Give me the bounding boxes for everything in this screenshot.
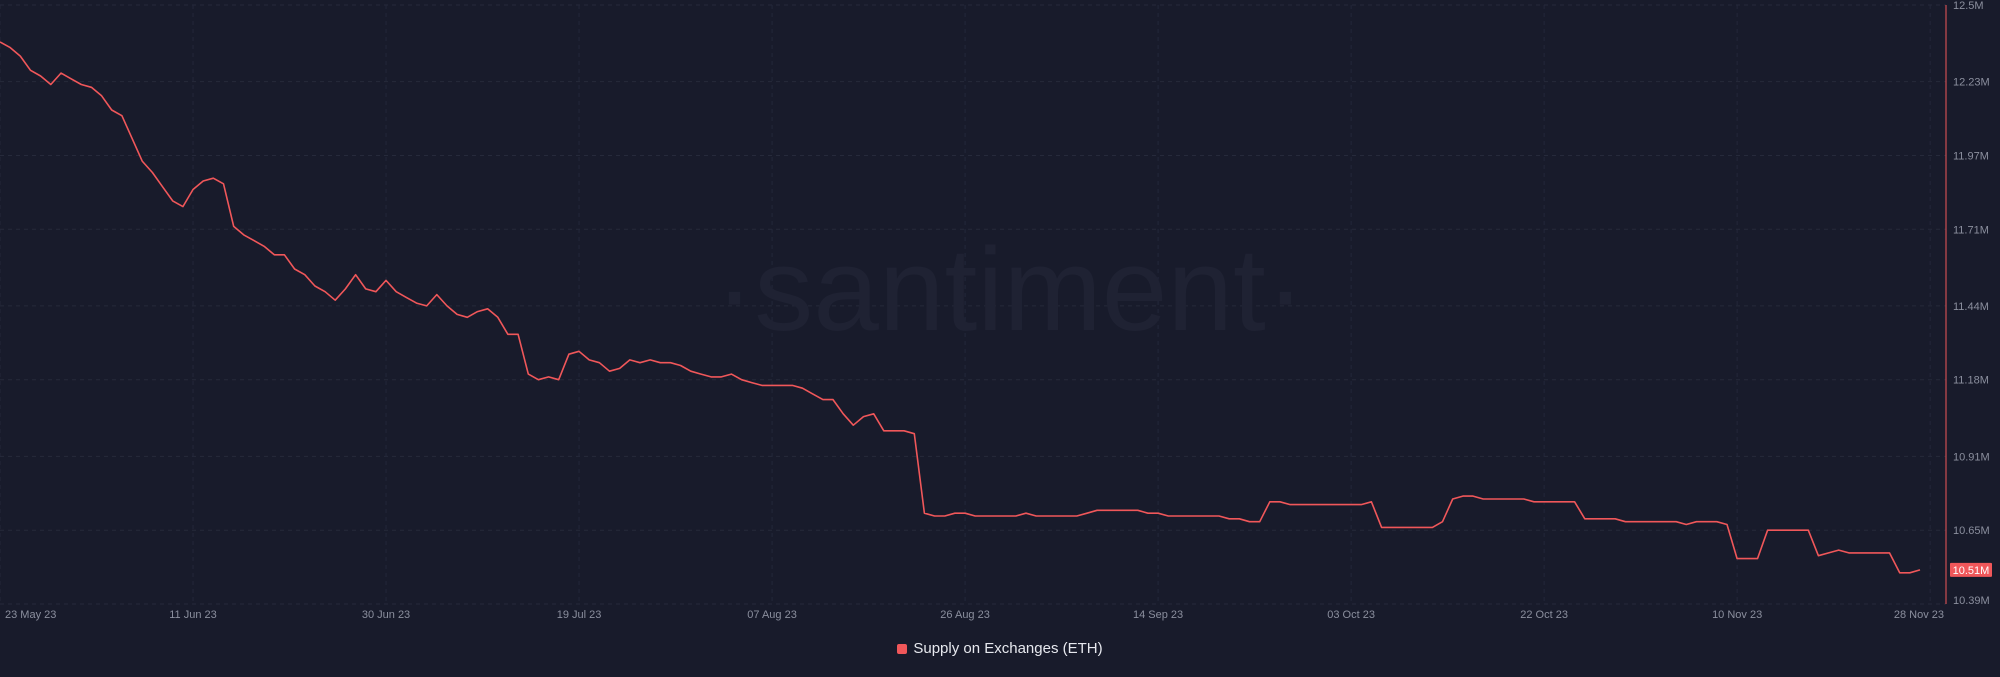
current-value-badge: 10.51M (1950, 562, 1992, 577)
y-tick-label: 11.44M (1953, 301, 1989, 313)
y-tick-label: 12.23M (1953, 77, 1990, 89)
x-tick-labels: 23 May 23 11 Jun 23 30 Jun 23 19 Jul 23 07 A… (5, 609, 1944, 621)
legend-label: Supply on Exchanges (ETH) (913, 640, 1103, 657)
x-tick-label: 28 Nov 23 (1894, 609, 1944, 621)
x-tick-label: 03 Oct 23 (1327, 609, 1375, 621)
x-tick-label: 11 Jun 23 (169, 609, 217, 621)
watermark: ·santiment· (715, 224, 1305, 356)
y-tick-label: 10.39M (1953, 595, 1990, 607)
legend-swatch (897, 643, 908, 654)
y-tick-label: 11.71M (1953, 224, 1989, 236)
series-layer (0, 41, 1921, 574)
x-tick-label: 19 Jul 23 (557, 609, 602, 621)
x-tick-label: 30 Jun 23 (362, 609, 410, 621)
y-tick-label: 10.65M (1953, 525, 1990, 537)
x-tick-label: 07 Aug 23 (747, 609, 797, 621)
x-tick-label: 23 May 23 (5, 609, 56, 621)
x-tick-label: 26 Aug 23 (940, 609, 990, 621)
grid-lines (0, 4, 1946, 605)
x-tick-label: 14 Sep 23 (1133, 609, 1183, 621)
x-tick-label: 10 Nov 23 (1712, 609, 1762, 621)
y-tick-label: 11.18M (1953, 375, 1989, 387)
y-tick-labels: 12.5M 12.23M 11.97M 11.71M 11.44M 11.18M 10.91… (1953, 0, 1990, 607)
x-tick-label: 22 Oct 23 (1520, 609, 1568, 621)
current-value-label: 10.51M (1953, 565, 1990, 577)
y-tick-label: 11.97M (1953, 150, 1989, 162)
series-line-supply-on-exchanges (0, 41, 1921, 574)
legend[interactable]: Supply on Exchanges (ETH) (0, 640, 2000, 657)
y-tick-label: 10.91M (1953, 451, 1990, 463)
current-value-badge-bg (1950, 562, 1992, 577)
y-tick-label: 12.5M (1953, 0, 1984, 12)
